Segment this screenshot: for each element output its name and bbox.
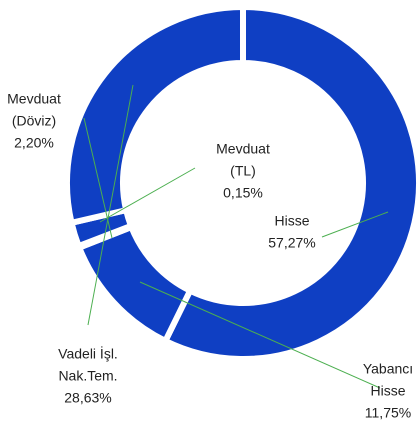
value-label: 0,15% (223, 185, 263, 201)
leader-line (321, 211, 389, 238)
value-label: 57,27% (268, 235, 315, 251)
value-label: 2,20% (14, 135, 54, 151)
category-label: Hisse (370, 383, 405, 399)
leader-line (99, 167, 196, 223)
category-label: Mevduat (216, 141, 270, 157)
category-label: Mevduat (7, 91, 61, 107)
category-label: Vadeli İşl. (58, 345, 118, 362)
value-label: 11,75% (365, 405, 411, 421)
leader-line (139, 281, 381, 389)
value-label: 28,63% (64, 390, 111, 406)
category-label: (Döviz) (12, 113, 56, 129)
category-label: Yabancı (363, 361, 413, 377)
leader-line (87, 84, 134, 326)
category-label: Nak.Tem. (58, 368, 117, 384)
donut-segment (161, 3, 418, 362)
category-label: (TL) (230, 163, 256, 179)
leader-line (83, 117, 113, 239)
category-label: Hisse (274, 213, 309, 229)
donut-segment (64, 3, 246, 227)
